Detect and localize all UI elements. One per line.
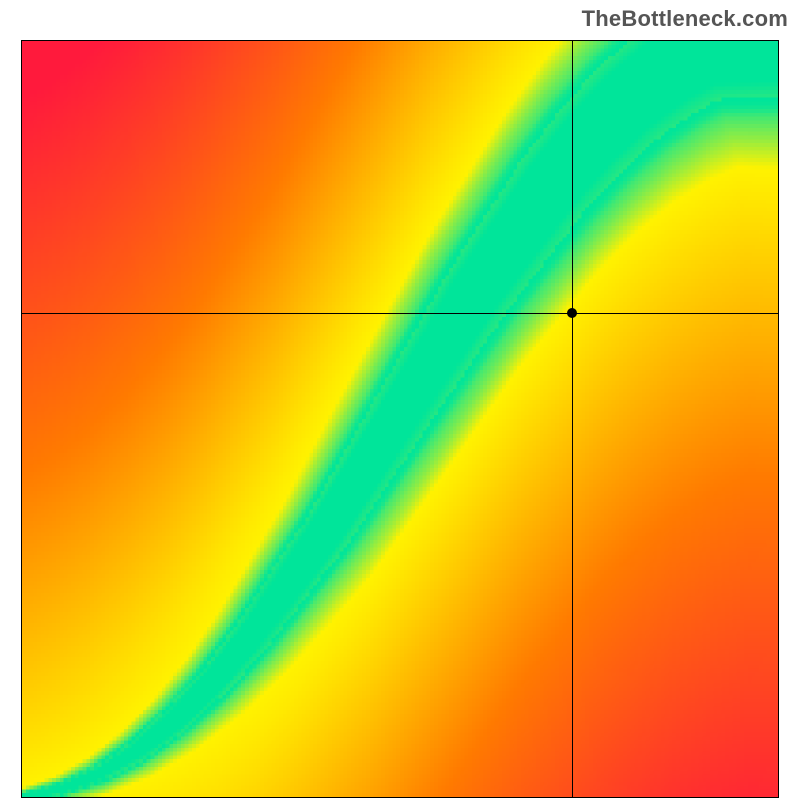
heatmap-canvas (22, 41, 778, 797)
crosshair-vertical (572, 41, 573, 797)
heatmap-plot (21, 40, 779, 798)
attribution-text: TheBottleneck.com (582, 6, 788, 32)
crosshair-horizontal (22, 313, 778, 314)
crosshair-marker (567, 308, 577, 318)
